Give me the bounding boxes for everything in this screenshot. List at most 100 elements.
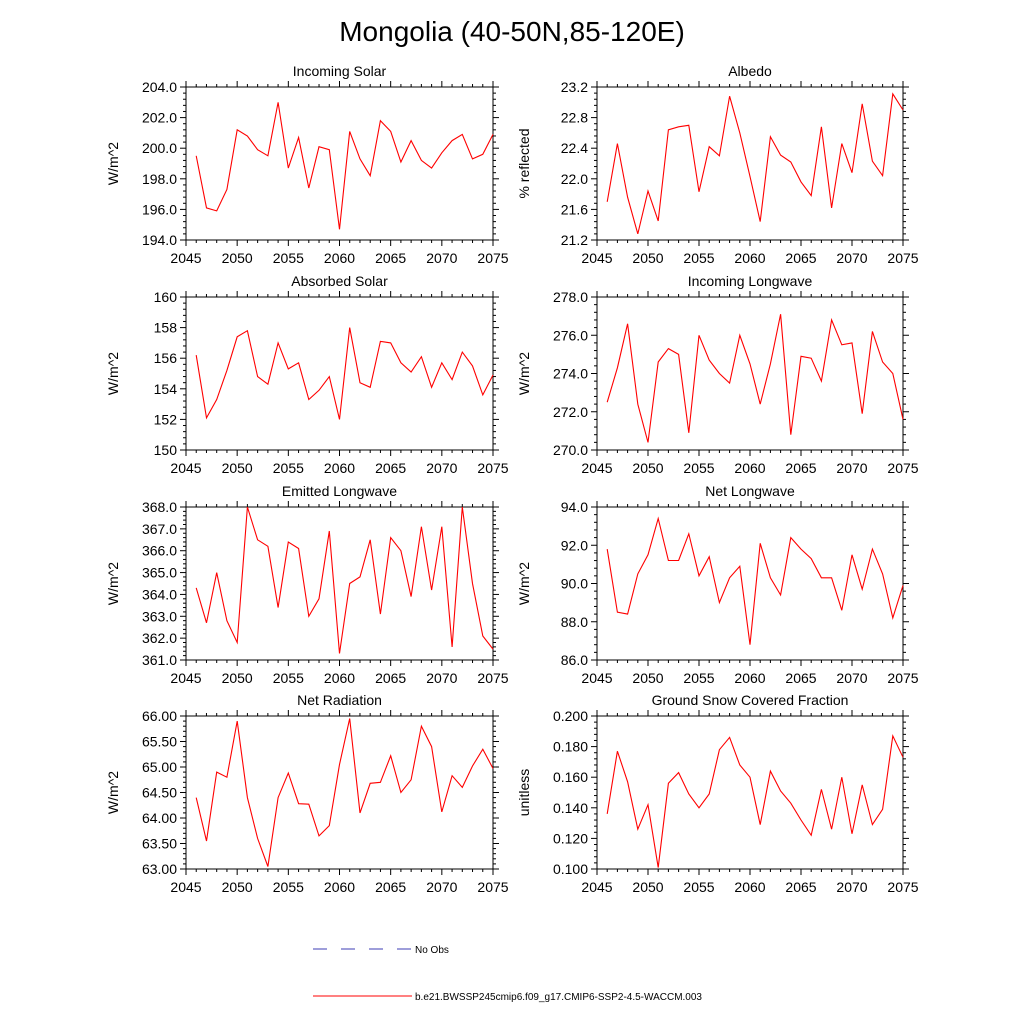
- y-tick-label: 198.0: [142, 171, 177, 187]
- chart-title: Albedo: [728, 63, 772, 79]
- y-tick-label: 0.120: [553, 830, 588, 846]
- x-tick-label: 2050: [222, 670, 253, 686]
- y-axis-label: W/m^2: [105, 142, 121, 185]
- chart-panel: Emitted Longwave W/m^2 361.0 362.0 363.0 364.…: [105, 483, 509, 686]
- y-tick-label: 196.0: [142, 201, 177, 217]
- chart-panel: Incoming Longwave W/m^2 270.0 272.0 274.0 276…: [516, 273, 919, 476]
- x-tick-label: 2055: [683, 879, 714, 895]
- x-tick-label: 2075: [887, 879, 918, 895]
- y-axis-label: W/m^2: [105, 771, 121, 814]
- x-tick-label: 2070: [836, 250, 867, 266]
- y-axis-label: unitless: [516, 769, 532, 816]
- chart-title: Absorbed Solar: [291, 273, 388, 289]
- plot-frame: [185, 296, 494, 451]
- chart-title: Emitted Longwave: [282, 483, 397, 499]
- legend-model-label: b.e21.BWSSP245cmip6.f09_g17.CMIP6-SSP2-4…: [415, 992, 702, 1003]
- y-tick-label: 274.0: [553, 366, 588, 382]
- y-tick-label: 0.180: [553, 739, 588, 755]
- y-tick-label: 150: [154, 442, 178, 458]
- y-tick-label: 90.0: [561, 576, 588, 592]
- chart-title: Ground Snow Covered Fraction: [652, 692, 849, 708]
- x-tick-label: 2070: [426, 250, 457, 266]
- y-tick-label: 367.0: [142, 521, 177, 537]
- chart-panel: Albedo % reflected 21.2 21.6 22.0 22.4 22.8 23.…: [516, 63, 919, 266]
- y-tick-label: 368.0: [142, 499, 177, 515]
- y-axis-label: W/m^2: [105, 562, 121, 605]
- y-tick-label: 64.00: [142, 810, 177, 826]
- y-tick-label: 202.0: [142, 110, 177, 126]
- x-tick-label: 2060: [734, 879, 765, 895]
- y-tick-label: 21.2: [561, 232, 588, 248]
- y-tick-label: 0.140: [553, 800, 588, 816]
- x-tick-label: 2055: [273, 460, 304, 476]
- y-tick-label: 152: [154, 411, 178, 427]
- y-tick-label: 154: [154, 381, 178, 397]
- x-tick-label: 2055: [273, 670, 304, 686]
- x-tick-label: 2050: [632, 250, 663, 266]
- x-tick-label: 2055: [273, 250, 304, 266]
- x-tick-label: 2045: [170, 879, 201, 895]
- plot-frame: [596, 86, 904, 241]
- series-line: [606, 734, 904, 868]
- x-tick-label: 2055: [683, 670, 714, 686]
- y-tick-label: 94.0: [561, 499, 588, 515]
- y-tick-label: 160: [154, 289, 178, 305]
- chart-panel: Net Radiation W/m^2 63.00 63.50 64.00 64.50 65…: [105, 692, 509, 895]
- y-axis-label: W/m^2: [105, 352, 121, 395]
- x-tick-label: 2060: [324, 460, 355, 476]
- y-tick-label: 64.50: [142, 785, 177, 801]
- y-tick-label: 272.0: [553, 404, 588, 420]
- y-tick-label: 88.0: [561, 614, 588, 630]
- x-tick-label: 2050: [222, 879, 253, 895]
- x-tick-label: 2045: [581, 250, 612, 266]
- x-tick-label: 2050: [632, 460, 663, 476]
- x-tick-label: 2075: [477, 460, 508, 476]
- y-tick-label: 92.0: [561, 537, 588, 553]
- x-tick-label: 2045: [170, 670, 201, 686]
- x-tick-label: 2070: [836, 460, 867, 476]
- chart-panel: Ground Snow Covered Fraction unitless 0.10…: [516, 692, 919, 895]
- y-tick-label: 0.100: [553, 861, 588, 877]
- x-tick-label: 2065: [375, 250, 406, 266]
- series-line: [606, 516, 904, 645]
- x-tick-label: 2070: [426, 460, 457, 476]
- x-tick-label: 2045: [581, 879, 612, 895]
- x-tick-label: 2065: [375, 460, 406, 476]
- series-line: [195, 327, 494, 420]
- x-tick-label: 2060: [734, 670, 765, 686]
- x-tick-label: 2060: [734, 250, 765, 266]
- chart-panel: Incoming Solar W/m^2 194.0 196.0 198.0 200.0 2…: [105, 63, 509, 266]
- plot-frame: [596, 506, 904, 661]
- y-tick-label: 204.0: [142, 79, 177, 95]
- y-tick-label: 200.0: [142, 140, 177, 156]
- x-tick-label: 2075: [477, 670, 508, 686]
- y-axis-label: W/m^2: [516, 352, 532, 395]
- plot-frame: [596, 296, 904, 451]
- y-axis-label: W/m^2: [516, 562, 532, 605]
- y-tick-label: 0.200: [553, 708, 588, 724]
- y-tick-label: 66.00: [142, 708, 177, 724]
- x-tick-label: 2075: [477, 250, 508, 266]
- series-line: [195, 506, 494, 654]
- x-tick-label: 2055: [683, 460, 714, 476]
- chart-title: Net Longwave: [705, 483, 795, 499]
- x-tick-label: 2050: [632, 670, 663, 686]
- x-tick-label: 2065: [785, 879, 816, 895]
- x-tick-label: 2070: [426, 879, 457, 895]
- x-tick-label: 2070: [836, 670, 867, 686]
- plot-frame: [185, 86, 494, 241]
- y-tick-label: 22.4: [561, 140, 588, 156]
- x-tick-label: 2045: [170, 460, 201, 476]
- x-tick-label: 2055: [683, 250, 714, 266]
- chart-title: Net Radiation: [297, 692, 382, 708]
- x-tick-label: 2060: [324, 879, 355, 895]
- y-tick-label: 362.0: [142, 630, 177, 646]
- y-tick-label: 361.0: [142, 652, 177, 668]
- x-tick-label: 2060: [324, 250, 355, 266]
- chart-title: Incoming Solar: [293, 63, 387, 79]
- chart-panel: Net Longwave W/m^2 86.0 88.0 90.0 92.0 94.0 204…: [516, 483, 919, 686]
- x-tick-label: 2055: [273, 879, 304, 895]
- y-tick-label: 23.2: [561, 79, 588, 95]
- y-tick-label: 65.00: [142, 759, 177, 775]
- y-tick-label: 21.6: [561, 201, 588, 217]
